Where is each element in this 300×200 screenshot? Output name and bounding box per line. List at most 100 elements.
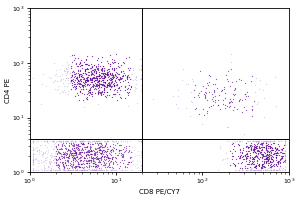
Point bbox=[126, 93, 131, 96]
Point bbox=[64, 76, 69, 79]
Point bbox=[80, 151, 85, 154]
Point bbox=[258, 168, 263, 172]
Point bbox=[276, 163, 281, 166]
Point bbox=[111, 161, 116, 164]
Point bbox=[269, 146, 274, 150]
Point bbox=[94, 71, 99, 74]
Point bbox=[259, 145, 263, 149]
Point bbox=[98, 82, 103, 85]
Point bbox=[277, 160, 281, 163]
Point bbox=[83, 154, 88, 157]
Point bbox=[240, 148, 245, 151]
Point bbox=[102, 163, 107, 166]
Point bbox=[103, 76, 108, 79]
Point bbox=[79, 83, 83, 86]
Point bbox=[283, 149, 287, 152]
Point bbox=[72, 149, 77, 153]
Point bbox=[71, 144, 76, 148]
Point bbox=[259, 166, 264, 169]
Point bbox=[104, 85, 109, 88]
Point bbox=[91, 157, 95, 160]
Point bbox=[78, 158, 83, 161]
Point bbox=[254, 144, 259, 148]
Point bbox=[74, 151, 78, 154]
Point bbox=[209, 105, 214, 108]
Point bbox=[67, 168, 71, 172]
Point bbox=[109, 148, 114, 152]
Point bbox=[264, 139, 268, 142]
Point bbox=[86, 142, 91, 145]
Point bbox=[226, 69, 231, 72]
Point bbox=[77, 156, 82, 159]
Point bbox=[279, 152, 284, 155]
Point bbox=[98, 161, 103, 164]
Point bbox=[246, 146, 250, 149]
Point bbox=[255, 155, 260, 158]
Point bbox=[41, 168, 46, 172]
Point bbox=[117, 168, 122, 172]
Point bbox=[97, 88, 101, 91]
Point bbox=[79, 87, 84, 90]
Point bbox=[94, 83, 99, 86]
Point bbox=[73, 150, 77, 153]
Point bbox=[69, 149, 74, 152]
Point bbox=[266, 158, 271, 161]
Point bbox=[47, 160, 52, 164]
Point bbox=[122, 73, 127, 76]
Point bbox=[92, 68, 97, 71]
Point bbox=[265, 150, 270, 153]
Point bbox=[275, 149, 280, 152]
Point bbox=[259, 153, 263, 156]
Point bbox=[88, 152, 93, 155]
Point bbox=[66, 89, 71, 93]
Point bbox=[107, 164, 112, 167]
Point bbox=[84, 97, 89, 100]
Point bbox=[120, 153, 125, 156]
Point bbox=[109, 80, 114, 83]
Point bbox=[87, 77, 92, 80]
Point bbox=[255, 148, 260, 151]
Point bbox=[73, 153, 78, 156]
Point bbox=[278, 159, 282, 162]
Point bbox=[205, 98, 210, 101]
Point bbox=[49, 76, 54, 80]
Point bbox=[283, 154, 287, 157]
Point bbox=[74, 82, 79, 85]
Point bbox=[99, 93, 103, 97]
Point bbox=[226, 69, 231, 72]
Point bbox=[213, 95, 218, 98]
Point bbox=[255, 152, 260, 156]
Point bbox=[80, 148, 84, 151]
Point bbox=[125, 80, 130, 83]
Point bbox=[77, 153, 82, 156]
Point bbox=[116, 78, 121, 82]
Point bbox=[98, 146, 103, 149]
Point bbox=[51, 147, 56, 151]
Point bbox=[75, 163, 80, 166]
Point bbox=[97, 70, 102, 74]
Point bbox=[76, 151, 81, 154]
Point bbox=[101, 91, 106, 94]
Point bbox=[114, 141, 119, 145]
Point bbox=[98, 156, 103, 159]
Point bbox=[114, 84, 118, 87]
Point bbox=[66, 139, 71, 142]
X-axis label: CD8 PE/CY7: CD8 PE/CY7 bbox=[139, 189, 180, 195]
Point bbox=[260, 148, 265, 152]
Point bbox=[249, 159, 254, 162]
Point bbox=[252, 155, 257, 158]
Point bbox=[74, 76, 79, 79]
Point bbox=[270, 147, 274, 150]
Point bbox=[94, 77, 99, 80]
Point bbox=[118, 84, 123, 87]
Point bbox=[252, 148, 257, 151]
Point bbox=[69, 74, 74, 77]
Point bbox=[100, 83, 105, 86]
Point bbox=[252, 162, 256, 165]
Point bbox=[264, 142, 268, 145]
Point bbox=[56, 152, 61, 155]
Point bbox=[246, 149, 251, 152]
Point bbox=[79, 83, 83, 86]
Point bbox=[241, 147, 246, 150]
Point bbox=[91, 168, 95, 171]
